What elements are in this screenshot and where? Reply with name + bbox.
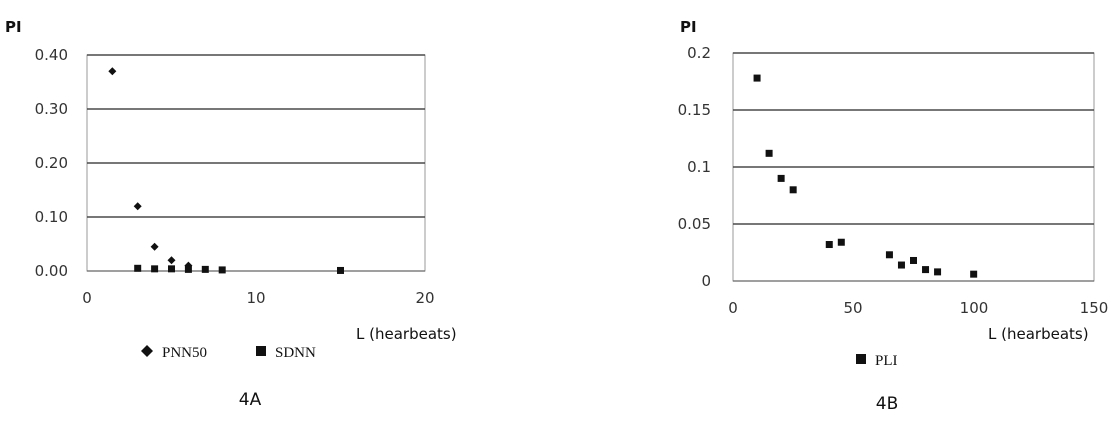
chart-4b-ytick: 0	[701, 272, 711, 290]
data-point-pnn50	[167, 256, 176, 265]
chart-4b-ytick: 0.2	[687, 44, 711, 62]
chart-4a-xtick: 20	[415, 289, 434, 307]
chart-4a-ytick: 0.20	[35, 154, 68, 172]
chart-4a-ytick: 0.00	[35, 262, 68, 280]
data-point-pli	[934, 268, 942, 276]
data-point-pnn50	[108, 67, 117, 76]
data-point-pli	[789, 186, 797, 194]
chart-4a-ytick: 0.10	[35, 208, 68, 226]
chart-4b-xlabel: L (hearbeats)	[988, 325, 1089, 343]
legend-diamond-marker	[141, 345, 153, 357]
legend-square-marker	[856, 354, 866, 364]
legend-pli-label: PLI	[875, 353, 898, 369]
legend-square-marker	[256, 346, 266, 356]
data-point-sdnn	[134, 264, 142, 272]
legend-pnn50-label: PNN50	[162, 345, 207, 361]
chart-4b-yticks: 0 0.05 0.1 0.15 0.2	[678, 44, 711, 290]
data-point-pnn50	[150, 242, 159, 251]
chart-4a-ytick: 0.40	[35, 46, 68, 64]
plot-layer	[86, 52, 1095, 282]
chart-4a-xtick: 0	[82, 289, 92, 307]
data-point-pli	[837, 238, 845, 246]
chart-4a-xtick: 10	[246, 289, 265, 307]
data-point-pli	[922, 266, 930, 274]
chart-4b-xtick: 50	[843, 299, 862, 317]
chart-4b-xtick: 150	[1080, 299, 1109, 317]
chart-4b-xticks: 0 50 100 150	[728, 299, 1108, 317]
data-point-sdnn	[151, 265, 159, 273]
chart-4b-ylabel: PI	[680, 18, 697, 36]
chart-4a-ytick: 0.30	[35, 100, 68, 118]
chart-4b-ytick: 0.05	[678, 215, 711, 233]
data-point-pli	[897, 261, 905, 269]
chart-4a-legend: PNN50 SDNN	[141, 345, 316, 361]
chart-4a-panel-label: 4A	[239, 390, 262, 410]
chart-4a-yticks: 0.00 0.10 0.20 0.30 0.40	[35, 46, 68, 280]
chart-4b-legend: PLI	[856, 353, 898, 369]
data-point-sdnn	[337, 266, 344, 274]
data-point-pli	[970, 270, 978, 278]
chart-4b-xtick: 0	[728, 299, 738, 317]
data-point-pli	[753, 74, 761, 82]
chart-4b-panel-label: 4B	[876, 394, 898, 414]
chart-4b: PI 0 0.05 0.1 0.15 0.2 0 50 100 150 L (h…	[678, 18, 1109, 414]
chart-4a-xlabel: L (hearbeats)	[356, 325, 457, 343]
data-point-pli	[777, 174, 785, 182]
data-point-pli	[825, 241, 833, 249]
chart-4a-ylabel: PI	[5, 18, 22, 36]
chart-4a: PI 0.00 0.10 0.20 0.30 0.40 0 10 20 L (h…	[5, 18, 457, 410]
data-point-pli	[910, 256, 917, 264]
data-point-sdnn	[218, 266, 226, 274]
chart-4b-ytick: 0.15	[678, 101, 711, 119]
data-point-pnn50	[133, 202, 142, 211]
data-point-pli	[765, 149, 773, 157]
data-point-pli	[885, 251, 893, 259]
chart-4a-xticks: 0 10 20	[82, 289, 434, 307]
legend-sdnn-label: SDNN	[275, 345, 316, 361]
data-point-sdnn	[184, 265, 192, 273]
data-point-sdnn	[168, 265, 175, 273]
chart-4b-xtick: 100	[960, 299, 989, 317]
data-point-sdnn	[201, 265, 209, 273]
chart-4b-ytick: 0.1	[687, 158, 711, 176]
